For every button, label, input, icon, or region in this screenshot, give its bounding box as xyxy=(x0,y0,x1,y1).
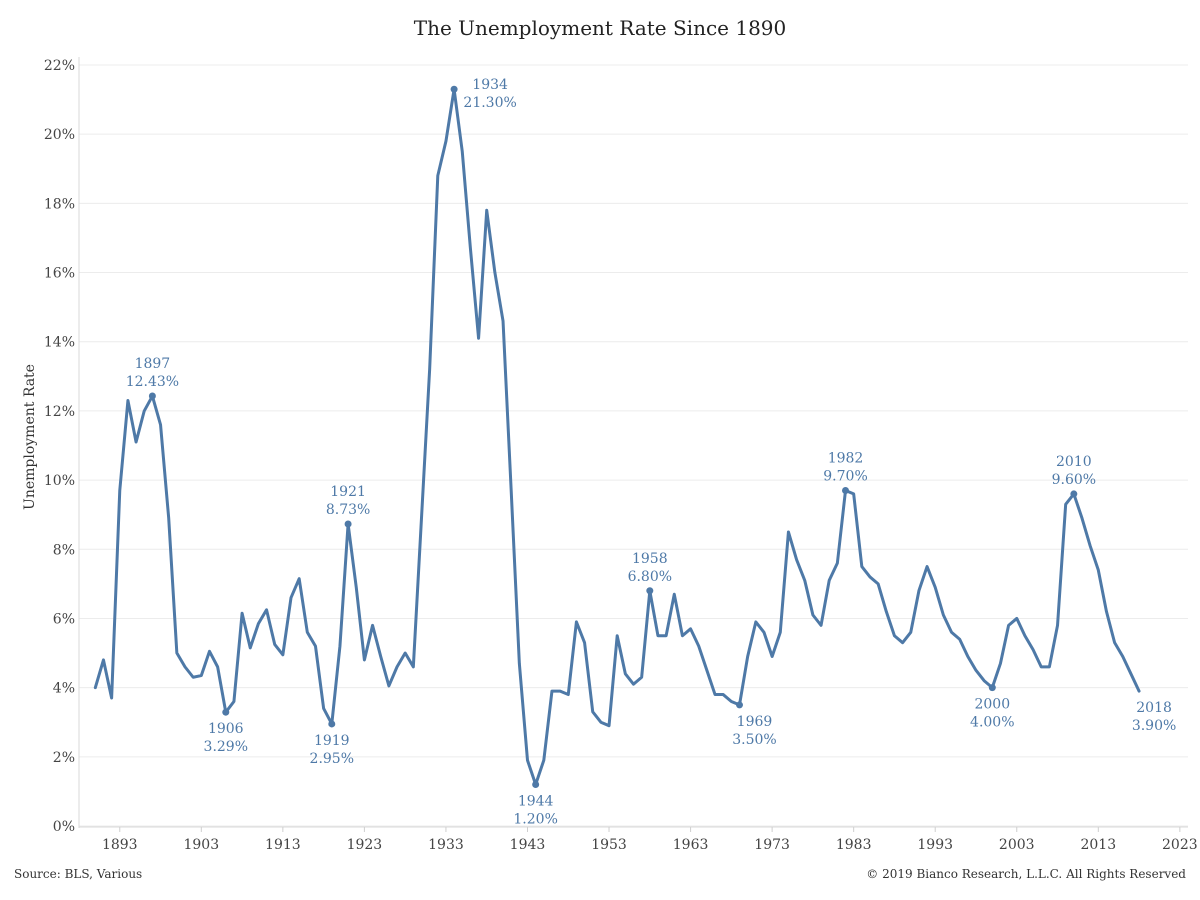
annotation-marker xyxy=(736,701,744,709)
annotation-value-label: 9.70% xyxy=(823,468,867,484)
unemployment-series-line xyxy=(93,87,1141,786)
annotation-value-label: 3.29% xyxy=(204,739,248,755)
annotation-marker xyxy=(222,708,230,716)
y-axis-title: Unemployment Rate xyxy=(22,364,38,510)
annotation-value-label: 3.50% xyxy=(732,732,776,748)
x-tick-label: 1973 xyxy=(754,837,790,853)
y-tick-label: 16% xyxy=(44,266,75,282)
annotation-year-label: 1944 xyxy=(518,793,554,809)
annotation-value-label: 9.60% xyxy=(1052,472,1096,488)
annotations: 1897 12.43% 1906 3.29% 1919 2.95% 1921 8.73% 193… xyxy=(126,77,1177,827)
annotation-year-label: 1919 xyxy=(314,733,350,749)
x-tick-label: 1933 xyxy=(428,837,464,853)
annotation-value-label: 8.73% xyxy=(326,502,370,518)
annotation-marker xyxy=(532,780,540,788)
x-tick-label: 2003 xyxy=(999,837,1035,853)
x-tick-label: 2013 xyxy=(1080,837,1116,853)
y-tick-label: 10% xyxy=(44,473,75,489)
annotation-value-label: 6.80% xyxy=(628,569,672,585)
y-tick-label: 2% xyxy=(53,750,75,766)
x-tick-label: 1923 xyxy=(347,837,383,853)
chart-title: The Unemployment Rate Since 1890 xyxy=(413,16,787,40)
x-tick-label: 1913 xyxy=(265,837,301,853)
annotation-year-label: 1934 xyxy=(472,77,508,93)
annotation-marker xyxy=(988,684,996,692)
annotation-year-label: 1897 xyxy=(135,356,171,372)
annotation-value-label: 21.30% xyxy=(463,95,516,111)
y-tick-label: 6% xyxy=(53,611,75,627)
x-tick-label: 1903 xyxy=(183,837,219,853)
annotation-marker xyxy=(450,85,458,93)
y-tick-label: 22% xyxy=(44,58,75,74)
y-tick-label: 4% xyxy=(53,681,75,697)
x-tick-label: 1943 xyxy=(510,837,546,853)
x-axis-ticks: 1893 1903 1913 1923 1933 1943 1953 1963 1973 1983… xyxy=(102,827,1198,853)
x-tick-label: 2023 xyxy=(1162,837,1198,853)
y-tick-label: 12% xyxy=(44,404,75,420)
y-tick-label: 0% xyxy=(53,819,75,835)
annotation-year-label: 1958 xyxy=(632,551,668,567)
annotation-year-label: 1906 xyxy=(208,721,244,737)
annotation-year-label: 1982 xyxy=(828,450,864,466)
annotation-value-label: 2.95% xyxy=(310,751,354,767)
y-tick-label: 14% xyxy=(44,335,75,351)
annotation-year-label: 1969 xyxy=(737,714,773,730)
gridlines xyxy=(79,64,1188,827)
annotation-marker xyxy=(842,486,850,494)
y-tick-label: 20% xyxy=(44,127,75,143)
x-tick-label: 1953 xyxy=(591,837,627,853)
copyright-note: © 2019 Bianco Research, L.L.C. All Right… xyxy=(866,867,1186,881)
x-tick-label: 1993 xyxy=(917,837,953,853)
annotation-marker xyxy=(328,720,336,728)
annotation-year-label: 1921 xyxy=(330,484,366,500)
x-tick-label: 1983 xyxy=(836,837,872,853)
annotation-value-label: 3.90% xyxy=(1132,718,1176,734)
x-tick-label: 1963 xyxy=(673,837,709,853)
annotation-year-label: 2000 xyxy=(974,697,1010,713)
annotation-marker xyxy=(1070,490,1078,498)
y-axis-ticks: 0% 2% 4% 6% 8% 10% 12% 14% 16% 18% 20% 22% xyxy=(44,58,75,835)
axes xyxy=(78,57,1188,828)
annotation-year-label: 2010 xyxy=(1056,454,1092,470)
annotation-value-label: 1.20% xyxy=(513,811,557,827)
annotation-value-label: 4.00% xyxy=(970,715,1014,731)
annotation-value-label: 12.43% xyxy=(126,374,179,390)
y-tick-label: 8% xyxy=(53,542,75,558)
series xyxy=(93,87,1141,786)
annotation-year-label: 2018 xyxy=(1136,700,1172,716)
annotation-marker xyxy=(344,520,352,528)
y-tick-label: 18% xyxy=(44,196,75,212)
annotation-marker xyxy=(646,587,654,595)
source-note: Source: BLS, Various xyxy=(14,867,143,881)
annotation-marker xyxy=(148,392,156,400)
x-tick-label: 1893 xyxy=(102,837,138,853)
